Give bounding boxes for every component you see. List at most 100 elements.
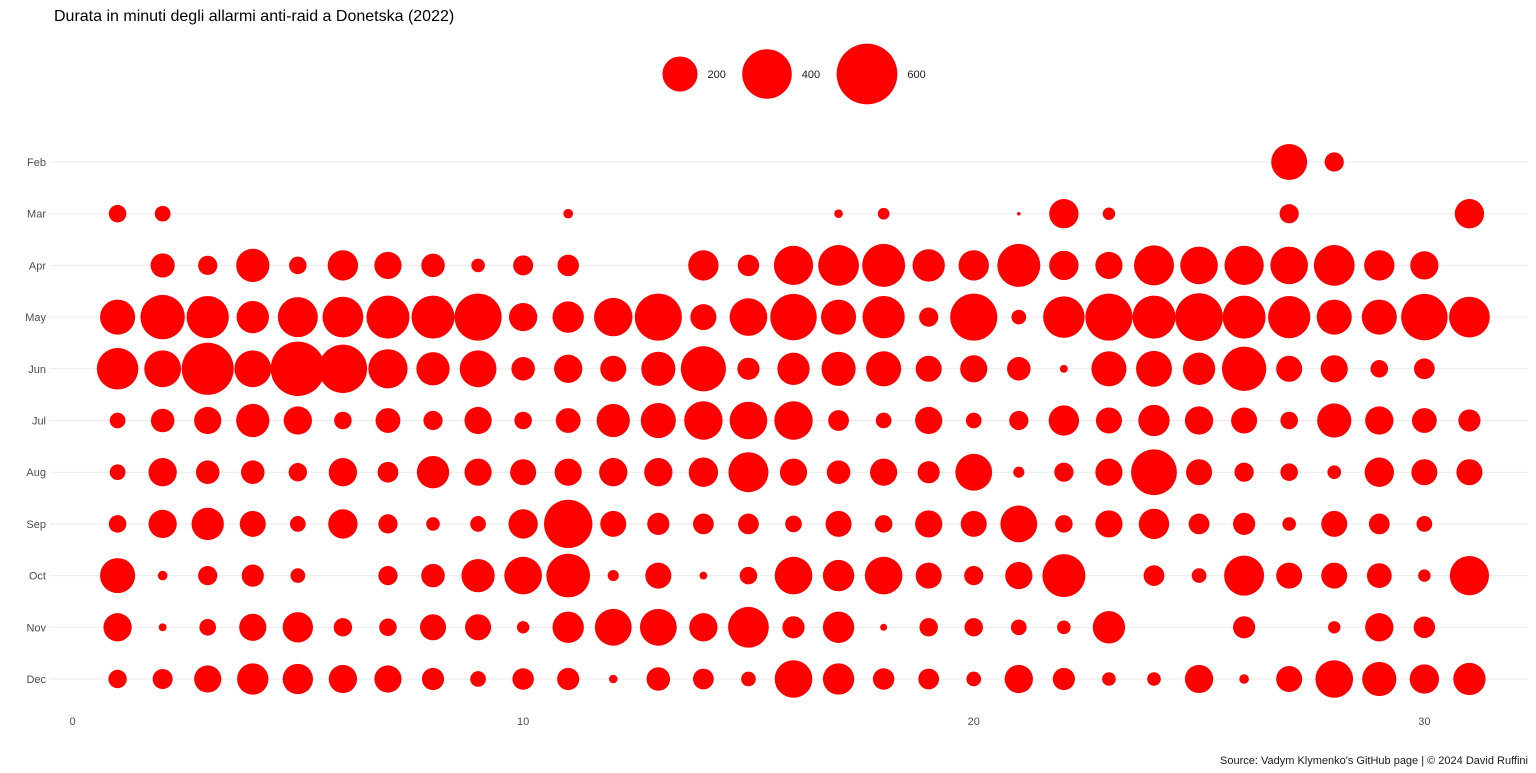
bubble-point (966, 671, 982, 687)
bubble-point (1413, 616, 1436, 639)
bubble-point (1095, 458, 1123, 486)
bubble-point (1182, 352, 1216, 385)
bubble-point (739, 566, 758, 585)
legend-label: 400 (802, 69, 820, 81)
bubble-point (774, 556, 813, 595)
bubble-point (158, 623, 167, 632)
bubble-point (1009, 410, 1029, 431)
bubble-point (774, 660, 813, 698)
bubble-point (1175, 293, 1223, 341)
bubble-point (872, 668, 895, 690)
bubble-point (738, 513, 759, 535)
bubble-point (594, 608, 632, 646)
bubble-point (1456, 459, 1483, 486)
bubble-point (1276, 355, 1303, 382)
bubble-point (645, 562, 672, 589)
bubble-point (510, 459, 537, 486)
bubble-point (1411, 459, 1438, 486)
bubble-point (1233, 616, 1256, 639)
bubble-point (1131, 449, 1177, 496)
bubble-point (374, 665, 402, 693)
bubble-point (821, 351, 856, 386)
bubble-point (554, 354, 583, 383)
bubble-point (374, 251, 402, 279)
bubble-point (1102, 672, 1116, 686)
bubble-point (1327, 465, 1342, 479)
bubble-point (693, 513, 714, 535)
bubble-point (236, 403, 270, 438)
bubble-point (1321, 510, 1348, 537)
bubble-point (421, 667, 445, 691)
bubble-point (958, 250, 989, 281)
bubble-point (416, 352, 450, 386)
bubble-point (919, 307, 939, 327)
bubble-point (470, 516, 486, 532)
bubble-point (333, 618, 353, 637)
bubble-point (912, 249, 945, 282)
bubble-point (634, 293, 682, 341)
bubble-point (1370, 360, 1389, 378)
bubble-point (1222, 295, 1266, 339)
bubble-point (880, 623, 888, 631)
bubble-point (689, 613, 718, 642)
bubble-point (1317, 403, 1352, 438)
bubble-point (608, 674, 618, 684)
bubble-point (1321, 562, 1348, 589)
bubble-point (834, 209, 843, 218)
bubble-point (1042, 554, 1086, 598)
bubble-point (379, 618, 397, 637)
y-tick-label: Jul (32, 416, 46, 428)
bubble-point (1320, 355, 1348, 383)
y-tick-label: Aug (26, 467, 46, 479)
bubble-point (150, 408, 175, 433)
bubble-point (282, 663, 314, 695)
bubble-point (108, 515, 127, 533)
bubble-point (1282, 517, 1296, 531)
bubble-point (1013, 466, 1025, 478)
bubble-point (918, 668, 940, 690)
bubble-point (639, 608, 677, 646)
bubble-point (818, 245, 859, 286)
bubble-point (194, 665, 222, 693)
bubble-point (514, 411, 532, 430)
bubble-point (1366, 563, 1392, 588)
bubble-point (191, 507, 224, 541)
bubble-point (822, 663, 855, 695)
bubble-point (377, 461, 399, 483)
bubble-point (465, 614, 492, 641)
bubble-point (148, 458, 177, 487)
bubble-point (322, 296, 364, 338)
bubble-point (152, 669, 173, 689)
bubble-point (680, 346, 726, 392)
bubble-point (198, 255, 218, 276)
bubble-point (693, 668, 714, 690)
bubble-point (96, 348, 139, 390)
bubble-point (1095, 407, 1122, 434)
bubble-point (737, 357, 760, 380)
bubble-point (1316, 299, 1352, 335)
bubble-point (1092, 611, 1126, 644)
bubble-point (378, 565, 398, 586)
bubble-point (1409, 664, 1440, 694)
bubble-point (108, 204, 127, 223)
bubble-point (411, 295, 455, 339)
bubble-point (552, 611, 584, 643)
source-caption: Source: Vadym Klymenko's GitHub page | ©… (1220, 755, 1528, 767)
bubble-point (1233, 512, 1256, 535)
bubble-point (825, 510, 852, 537)
bubble-point (459, 350, 497, 388)
bubble-point (109, 464, 126, 481)
x-axis-ticks: 0 10 20 30 (69, 716, 1430, 728)
bubble-point (157, 570, 168, 581)
bubble-point (1268, 295, 1311, 339)
bubble-point (821, 299, 857, 335)
bubble-point (699, 571, 708, 580)
bubble-point (454, 293, 502, 341)
bubble-point (1188, 513, 1210, 535)
bubble-point (103, 613, 132, 642)
bubble-point (1007, 357, 1031, 381)
legend-label: 200 (708, 69, 726, 81)
bubble-point (646, 667, 671, 691)
bubble-point (1418, 569, 1431, 582)
bubble-point (1368, 513, 1390, 535)
